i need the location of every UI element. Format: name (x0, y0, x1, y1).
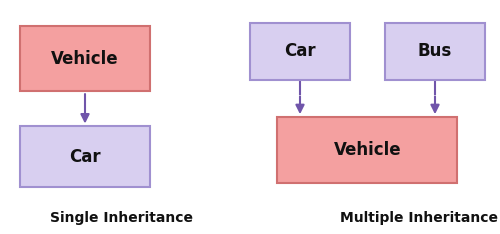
FancyBboxPatch shape (278, 117, 458, 183)
Text: Vehicle: Vehicle (51, 50, 119, 67)
FancyBboxPatch shape (20, 26, 150, 91)
Text: Vehicle: Vehicle (334, 141, 402, 159)
Text: Car: Car (69, 148, 101, 166)
Text: Multiple Inheritance: Multiple Inheritance (340, 211, 498, 225)
Text: Bus: Bus (418, 43, 452, 60)
Text: Car: Car (284, 43, 316, 60)
FancyBboxPatch shape (250, 23, 350, 80)
FancyBboxPatch shape (20, 126, 150, 187)
Text: Single Inheritance: Single Inheritance (50, 211, 193, 225)
FancyBboxPatch shape (385, 23, 485, 80)
